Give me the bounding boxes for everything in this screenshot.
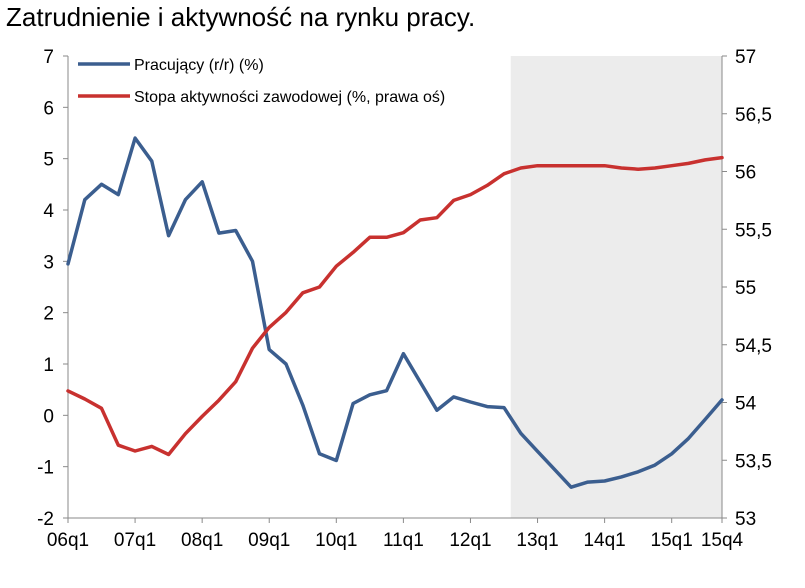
right-tick-label: 54,5	[735, 336, 772, 357]
x-tick-label: 15q1	[651, 530, 693, 551]
chart-title: Zatrudnienie i aktywność na rynku pracy.	[6, 2, 476, 32]
left-tick-label: -1	[37, 458, 54, 479]
series-line-pracujacy	[66, 136, 724, 489]
right-tick-label: 55	[735, 278, 756, 299]
legend-label-stopa-aktywnosci: Stopa aktywności zawodowej (%, prawa oś)	[134, 89, 445, 106]
left-tick-label: 3	[43, 252, 54, 273]
x-tick-label: 15q4	[701, 530, 744, 551]
right-tick-label: 57	[735, 47, 756, 68]
right-tick-label: 55,5	[735, 220, 772, 241]
x-tick-label: 06q1	[47, 530, 89, 551]
left-tick-label: -2	[37, 509, 54, 530]
left-tick-label: 7	[43, 47, 54, 68]
x-tick-label: 10q1	[315, 530, 357, 551]
x-axis-ticks: 06q1 07q1 08q1 09q1 10q1 11q1 12q1 13q1 14q1 15q1…	[47, 518, 744, 551]
right-tick-label: 56,5	[735, 105, 772, 126]
left-tick-label: 1	[43, 355, 54, 376]
left-tick-label: 4	[43, 201, 54, 222]
legend-label-pracujacy: Pracujący (r/r) (%)	[134, 57, 264, 74]
x-tick-label: 07q1	[114, 530, 156, 551]
right-tick-label: 56	[735, 163, 756, 184]
series-line-stopa-aktywnosci	[66, 155, 724, 457]
left-tick-label: 2	[43, 304, 54, 325]
right-tick-label: 53,5	[735, 451, 772, 472]
x-tick-label: 13q1	[516, 530, 558, 551]
x-tick-label: 08q1	[181, 530, 223, 551]
right-axis-ticks: 53 53,5 54 54,5 55 55,5 56 56,5 57	[722, 47, 772, 530]
left-axis-ticks: -2 -1 0 1 2 3 4 5 6 7	[37, 47, 68, 530]
legend: Pracujący (r/r) (%) Stopa aktywności zaw…	[78, 57, 445, 106]
left-tick-label: 6	[43, 98, 54, 119]
right-tick-label: 53	[735, 509, 756, 530]
series-layer	[66, 136, 724, 489]
x-tick-label: 14q1	[583, 530, 625, 551]
x-tick-label: 12q1	[449, 530, 491, 551]
right-tick-label: 54	[735, 394, 757, 415]
x-tick-label: 09q1	[248, 530, 290, 551]
left-tick-label: 0	[43, 406, 54, 427]
forecast-shading	[510, 56, 722, 518]
x-tick-label: 11q1	[383, 530, 424, 551]
left-tick-label: 5	[43, 150, 54, 171]
